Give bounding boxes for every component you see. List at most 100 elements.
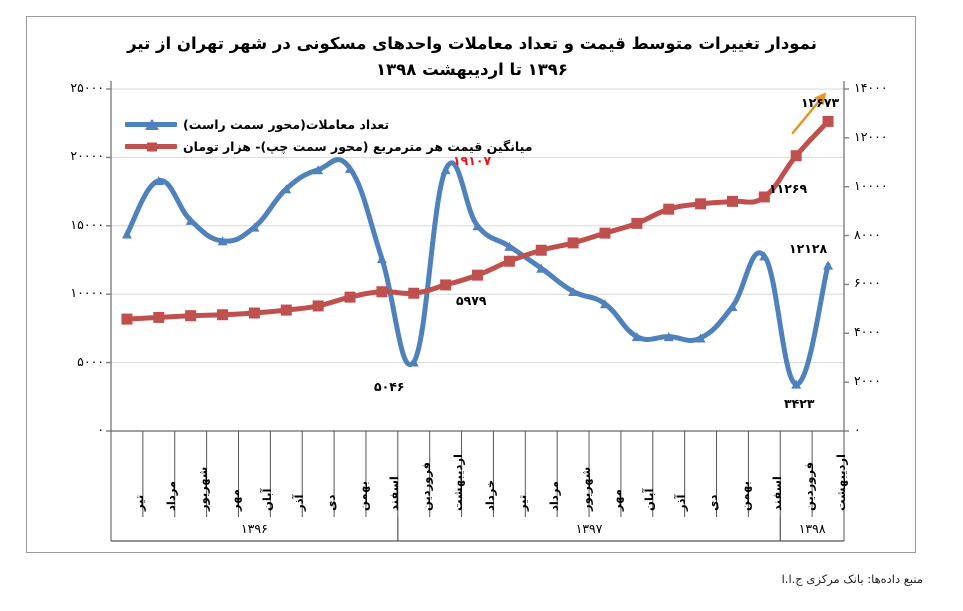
month-label: آذر — [674, 494, 689, 511]
axis-tick-label-right: ۲۰۰۰ — [854, 373, 881, 389]
data-point-marker — [472, 221, 483, 231]
month-label: آذر — [291, 494, 306, 511]
data-point-marker — [185, 310, 197, 322]
legend-item-price[interactable]: میانگین قیمت هر مترمربع (محور سمت چپ)- ه… — [123, 135, 532, 157]
data-point-marker — [185, 215, 196, 225]
month-label: شهریور — [196, 466, 211, 511]
data-point-marker — [281, 184, 292, 194]
data-point-marker — [727, 302, 738, 312]
legend-label-transactions: تعداد معاملات(محور سمت راست) — [183, 116, 390, 132]
data-point-marker — [536, 263, 547, 273]
data-point-marker — [345, 163, 356, 173]
data-point-marker — [535, 244, 547, 256]
chart-frame: نمودار تغییرات متوسط قیمت و تعداد معاملا… — [26, 16, 916, 553]
series-transactions — [121, 157, 834, 389]
data-point-marker — [599, 227, 611, 239]
axis-tick-label-right: ۱۲۰۰۰ — [854, 128, 888, 144]
month-label: بهمن — [737, 481, 752, 511]
growth-arrow-icon — [791, 92, 827, 135]
axis-tick-label-right: ۱۰۰۰۰ — [854, 177, 888, 193]
month-label: آبان — [259, 488, 274, 511]
data-point-marker — [217, 309, 229, 321]
data-point-marker — [153, 176, 164, 186]
data-point-marker — [121, 229, 132, 239]
data-point-marker — [504, 241, 515, 251]
axis-tick-label-left: ۱۵۰۰۰ — [70, 216, 104, 232]
month-label: آبان — [642, 488, 657, 511]
data-point-marker — [344, 291, 356, 303]
data-label: ۵۹۷۹ — [456, 293, 487, 308]
chart-legend: تعداد معاملات(محور سمت راست) میانگین قیم… — [123, 113, 532, 157]
month-label: اسفند — [387, 476, 402, 511]
data-point-marker — [472, 269, 483, 281]
legend-label-price: میانگین قیمت هر مترمربع (محور سمت چپ)- ه… — [183, 138, 533, 154]
data-point-marker — [631, 332, 642, 342]
chart-title: نمودار تغییرات متوسط قیمت و تعداد معاملا… — [87, 31, 857, 82]
triangle-marker-icon — [145, 119, 159, 130]
data-point-marker — [663, 203, 675, 215]
data-point-marker — [791, 379, 802, 389]
axis-tick-label-left: ۱۰۰۰۰ — [70, 285, 104, 301]
month-label: مرداد — [546, 480, 561, 511]
data-point-marker — [440, 165, 451, 175]
data-label: ۱۲۱۲۸ — [789, 241, 828, 256]
month-label: اسفند — [769, 476, 784, 511]
data-point-marker — [726, 195, 738, 207]
legend-swatch-price — [125, 139, 177, 153]
chart-title-line1: نمودار تغییرات متوسط قیمت و تعداد معاملا… — [127, 34, 817, 53]
month-label: اردیبهشت — [833, 454, 848, 511]
data-point-marker — [759, 251, 770, 261]
month-label: دی — [323, 494, 338, 511]
axis-tick-label-left: ۰ — [97, 422, 104, 437]
month-label: مهر — [228, 489, 243, 511]
data-point-marker — [217, 236, 228, 246]
month-label: مهر — [610, 489, 625, 511]
data-point-marker — [822, 115, 834, 127]
month-label: فروردین — [419, 461, 434, 511]
series-price — [121, 115, 834, 325]
data-point-marker — [567, 237, 579, 249]
axis-tick-label-right: ۴۰۰۰ — [854, 324, 881, 340]
year-label: ۱۳۹۷ — [575, 521, 603, 536]
axis-tick-label-right: ۶۰۰۰ — [854, 275, 881, 291]
data-label: ۱۱۲۶۹ — [769, 181, 808, 196]
axis-tick-label-left: ۲۵۰۰۰ — [70, 80, 104, 95]
month-label: خرداد — [483, 479, 497, 511]
month-label: شهریور — [578, 466, 593, 511]
year-label: ۱۳۹۸ — [798, 521, 826, 536]
data-point-marker — [280, 304, 292, 316]
data-point-marker — [408, 357, 419, 367]
data-point-marker — [440, 279, 452, 291]
axis-tick-label-left: ۲۰۰۰۰ — [70, 148, 104, 164]
month-label: دی — [706, 494, 721, 511]
source-note: منبع داده‌ها: بانک مرکزی ج.ا.ا — [781, 572, 923, 586]
legend-swatch-transactions — [125, 117, 177, 131]
month-label: مرداد — [164, 480, 179, 511]
year-label: ۱۳۹۶ — [240, 521, 268, 536]
data-label: ۱۲۶۷۳ — [801, 95, 840, 110]
data-point-marker — [248, 307, 260, 319]
data-point-marker — [823, 260, 834, 270]
month-label: اردیبهشت — [451, 454, 466, 511]
data-label: ۵۰۴۶ — [374, 379, 405, 394]
data-point-marker — [249, 222, 260, 232]
axis-tick-label-right: ۱۴۰۰۰ — [854, 80, 888, 95]
legend-item-transactions[interactable]: تعداد معاملات(محور سمت راست) — [123, 113, 423, 135]
square-marker-icon — [147, 142, 157, 152]
month-label: فروردین — [801, 461, 816, 511]
data-point-marker — [599, 299, 610, 309]
data-point-marker — [568, 286, 579, 296]
data-point-marker — [503, 255, 515, 267]
data-point-marker — [695, 198, 707, 210]
data-point-marker — [790, 150, 802, 162]
axis-tick-label-left: ۵۰۰۰ — [77, 353, 104, 369]
data-label: ۳۴۲۳ — [784, 396, 815, 411]
data-point-marker — [408, 287, 420, 299]
axis-tick-label-right: ۸۰۰۰ — [854, 226, 881, 242]
data-point-marker — [631, 217, 643, 229]
data-point-marker — [376, 286, 388, 298]
data-label: ۱۹۱۰۷ — [453, 153, 492, 168]
data-point-marker — [313, 165, 324, 175]
data-point-marker — [121, 313, 133, 325]
